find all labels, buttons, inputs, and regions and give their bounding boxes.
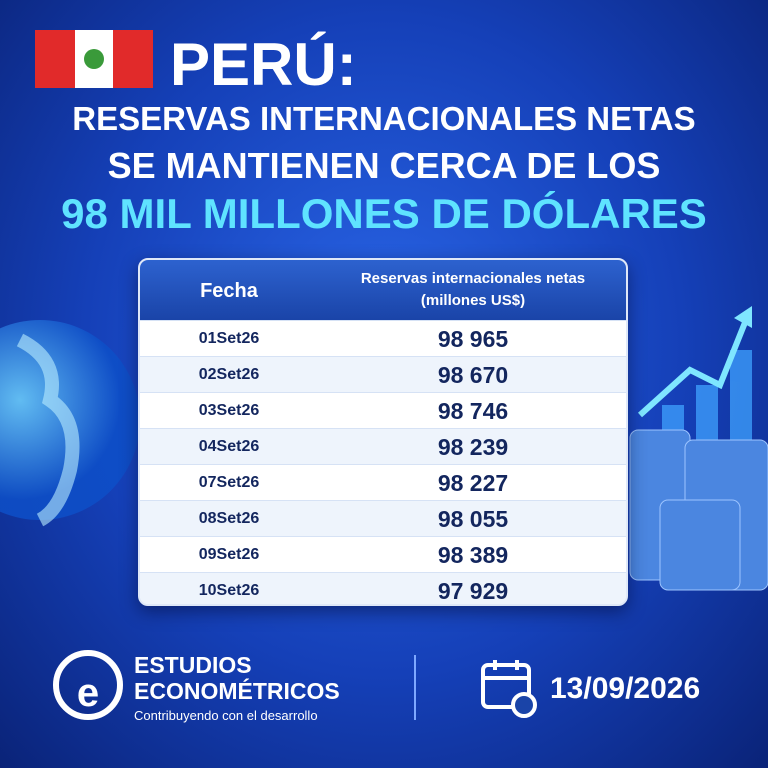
coins bbox=[629, 429, 768, 591]
arrow-head bbox=[734, 306, 752, 328]
table-row: 07Set26 98 227 bbox=[140, 464, 626, 500]
table-row: 01Set26 98 965 bbox=[140, 320, 626, 356]
flag bbox=[35, 30, 153, 88]
table-header: Fecha Reservas internacionales netas (mi… bbox=[140, 260, 626, 320]
date-cell: 02Set26 bbox=[198, 366, 260, 383]
date-cell: 08Set26 bbox=[198, 510, 260, 527]
column-header: Reservas internacionales netas bbox=[360, 270, 586, 287]
logo-letter: e bbox=[76, 671, 100, 715]
table-row: 03Set26 98 746 bbox=[140, 392, 626, 428]
value-cell: 98 055 bbox=[437, 506, 509, 532]
brand: ESTUDIOS bbox=[134, 652, 252, 678]
title-line: RESERVAS INTERNACIONALES NETAS bbox=[72, 100, 696, 137]
date-cell: 03Set26 bbox=[198, 402, 260, 419]
calendar-icon bbox=[481, 660, 537, 718]
value-cell: 98 670 bbox=[437, 362, 509, 388]
title-line: SE MANTIENEN CERCA DE LOS bbox=[107, 145, 661, 186]
date-cell: 04Set26 bbox=[198, 438, 260, 455]
date: 13/09/2026 bbox=[550, 672, 701, 705]
logo-ring bbox=[53, 650, 123, 720]
value-cell: 98 227 bbox=[437, 470, 509, 496]
table-row: 10Set26 97 929 bbox=[140, 572, 626, 604]
value-cell: 97 929 bbox=[437, 578, 509, 604]
date-cell: 09Set26 bbox=[198, 546, 260, 563]
table: Fecha Reservas internacionales netas (mi… bbox=[138, 258, 628, 606]
date-cell: 07Set26 bbox=[198, 474, 260, 491]
date-cell: 01Set26 bbox=[198, 330, 260, 347]
tagline: Contribuyendo con el desarrollo bbox=[134, 708, 318, 723]
table-row: 02Set26 98 670 bbox=[140, 356, 626, 392]
title-highlight: 98 MIL MILLONES DE DÓLARES bbox=[61, 190, 707, 237]
value-cell: 98 389 bbox=[437, 542, 509, 568]
value-cell: 98 746 bbox=[437, 398, 509, 424]
date-cell: 10Set26 bbox=[198, 582, 260, 599]
country: PERÚ: bbox=[170, 31, 357, 98]
brand: ECONOMÉTRICOS bbox=[134, 678, 340, 704]
continent bbox=[16, 333, 80, 527]
column-header: Fecha bbox=[200, 280, 258, 302]
column-unit: (millones US$) bbox=[420, 292, 526, 309]
table-row: 09Set26 98 389 bbox=[140, 536, 626, 572]
table-row: 04Set26 98 239 bbox=[140, 428, 626, 464]
value-cell: 98 239 bbox=[437, 434, 509, 460]
table-row: 08Set26 98 055 bbox=[140, 500, 626, 536]
value-cell: 98 965 bbox=[437, 326, 509, 352]
trend-arrow bbox=[637, 313, 751, 418]
